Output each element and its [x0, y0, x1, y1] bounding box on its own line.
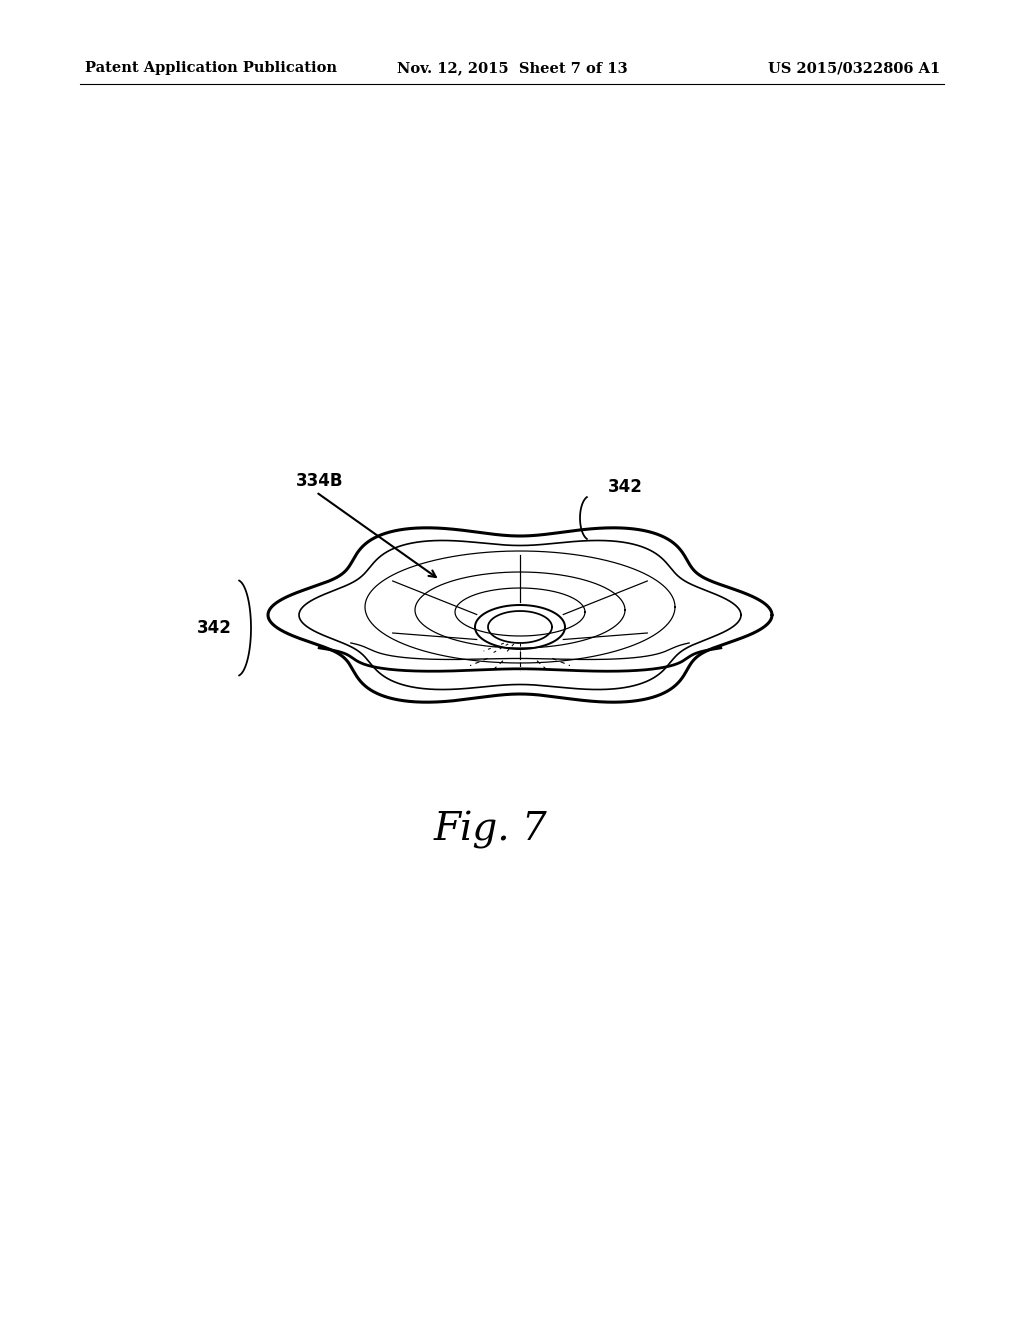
Text: 342: 342 [608, 478, 643, 496]
Text: 342: 342 [198, 619, 232, 638]
Text: US 2015/0322806 A1: US 2015/0322806 A1 [768, 61, 940, 75]
Text: Fig. 7: Fig. 7 [433, 810, 547, 849]
Text: Patent Application Publication: Patent Application Publication [85, 61, 337, 75]
Text: Nov. 12, 2015  Sheet 7 of 13: Nov. 12, 2015 Sheet 7 of 13 [396, 61, 628, 75]
Text: 334B: 334B [296, 473, 343, 490]
